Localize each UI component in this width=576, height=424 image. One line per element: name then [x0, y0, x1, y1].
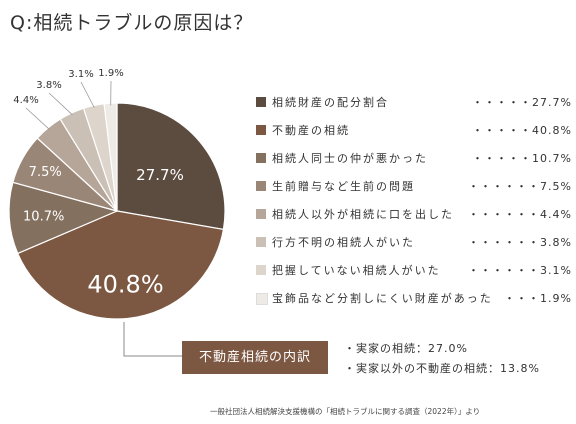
legend-item: 不動産の相続 ・・・・・40.8%: [256, 121, 574, 149]
legend-value: ・・・・・・4.4%: [468, 208, 572, 221]
legend: 相続財産の配分割合 ・・・・・27.7% 不動産の相続 ・・・・・40.8% 相続人同士…: [256, 93, 574, 317]
source-note: 一般社団法人相続解決支援機構の「相続トラブルに関する調査（2022年）」より: [210, 407, 481, 416]
legend-value: ・・・・・27.7%: [472, 96, 572, 109]
pie-slice: [8, 181, 119, 255]
legend-item: 宝飾品など分割しにくい財産があった ・・・1.9%: [256, 289, 574, 317]
legend-swatch: [256, 293, 268, 305]
legend-item: 相続人同士の仲が悪かった ・・・・・10.7%: [256, 149, 574, 177]
legend-swatch: [256, 265, 266, 275]
label-leader-line: [80, 81, 95, 108]
slice-value-label: 3.8%: [36, 80, 61, 91]
legend-label: 相続人以外が相続に口を出した: [272, 208, 454, 221]
pie-slice: [16, 210, 225, 320]
chart-title: Q:相続トラブルの原因は？: [10, 12, 254, 34]
breakdown-note: ・実家以外の不動産の相続：13.8%: [344, 362, 540, 375]
legend-swatch: [256, 153, 266, 163]
legend-value: ・・・・・・7.5%: [468, 180, 572, 193]
legend-swatch: [256, 237, 266, 247]
legend-swatch: [256, 209, 266, 219]
legend-value: ・・・・・10.7%: [472, 152, 572, 165]
slice-value-label: 1.9%: [98, 68, 123, 79]
breakdown-badge: 不動産相続の内訳: [182, 341, 328, 374]
slice-value-label: 40.8%: [87, 270, 163, 298]
breakdown-notes: ・実家の相続：27.0% ・実家以外の不動産の相続：13.8%: [344, 340, 540, 380]
pie-slice: [116, 102, 226, 231]
label-leader-line: [48, 92, 73, 116]
slice-value-label: 4.4%: [13, 95, 38, 106]
legend-item: 把握していない相続人がいた ・・・・・・3.1%: [256, 261, 574, 289]
slice-value-label: 7.5%: [29, 165, 62, 180]
legend-label: 行方不明の相続人がいた: [272, 236, 415, 249]
legend-swatch: [256, 97, 266, 107]
legend-value: ・・・・・・3.8%: [468, 236, 572, 249]
legend-value: ・・・1.9%: [504, 292, 572, 305]
legend-label: 宝飾品など分割しにくい財産があった: [272, 292, 493, 305]
legend-item: 相続人以外が相続に口を出した ・・・・・・4.4%: [256, 205, 574, 233]
legend-label: 不動産の相続: [272, 124, 350, 137]
legend-label: 把握していない相続人がいた: [272, 264, 441, 277]
slice-value-label: 27.7%: [136, 166, 184, 184]
legend-item: 生前贈与など生前の問題 ・・・・・・7.5%: [256, 177, 574, 205]
legend-item: 行方不明の相続人がいた ・・・・・・3.8%: [256, 233, 574, 261]
legend-swatch: [256, 181, 266, 191]
legend-label: 相続財産の配分割合: [272, 96, 389, 109]
legend-label: 生前贈与など生前の問題: [272, 180, 415, 193]
label-leader-line: [25, 107, 50, 130]
slice-value-label: 10.7%: [23, 210, 64, 225]
breakdown-connector: [123, 322, 182, 357]
breakdown-note: ・実家の相続：27.0%: [344, 342, 468, 355]
legend-swatch: [256, 125, 266, 135]
legend-label: 相続人同士の仲が悪かった: [272, 152, 428, 165]
legend-item: 相続財産の配分割合 ・・・・・27.7%: [256, 93, 574, 121]
legend-value: ・・・・・40.8%: [472, 124, 572, 137]
legend-value: ・・・・・・3.1%: [468, 264, 572, 277]
slice-value-label: 3.1%: [68, 69, 93, 80]
